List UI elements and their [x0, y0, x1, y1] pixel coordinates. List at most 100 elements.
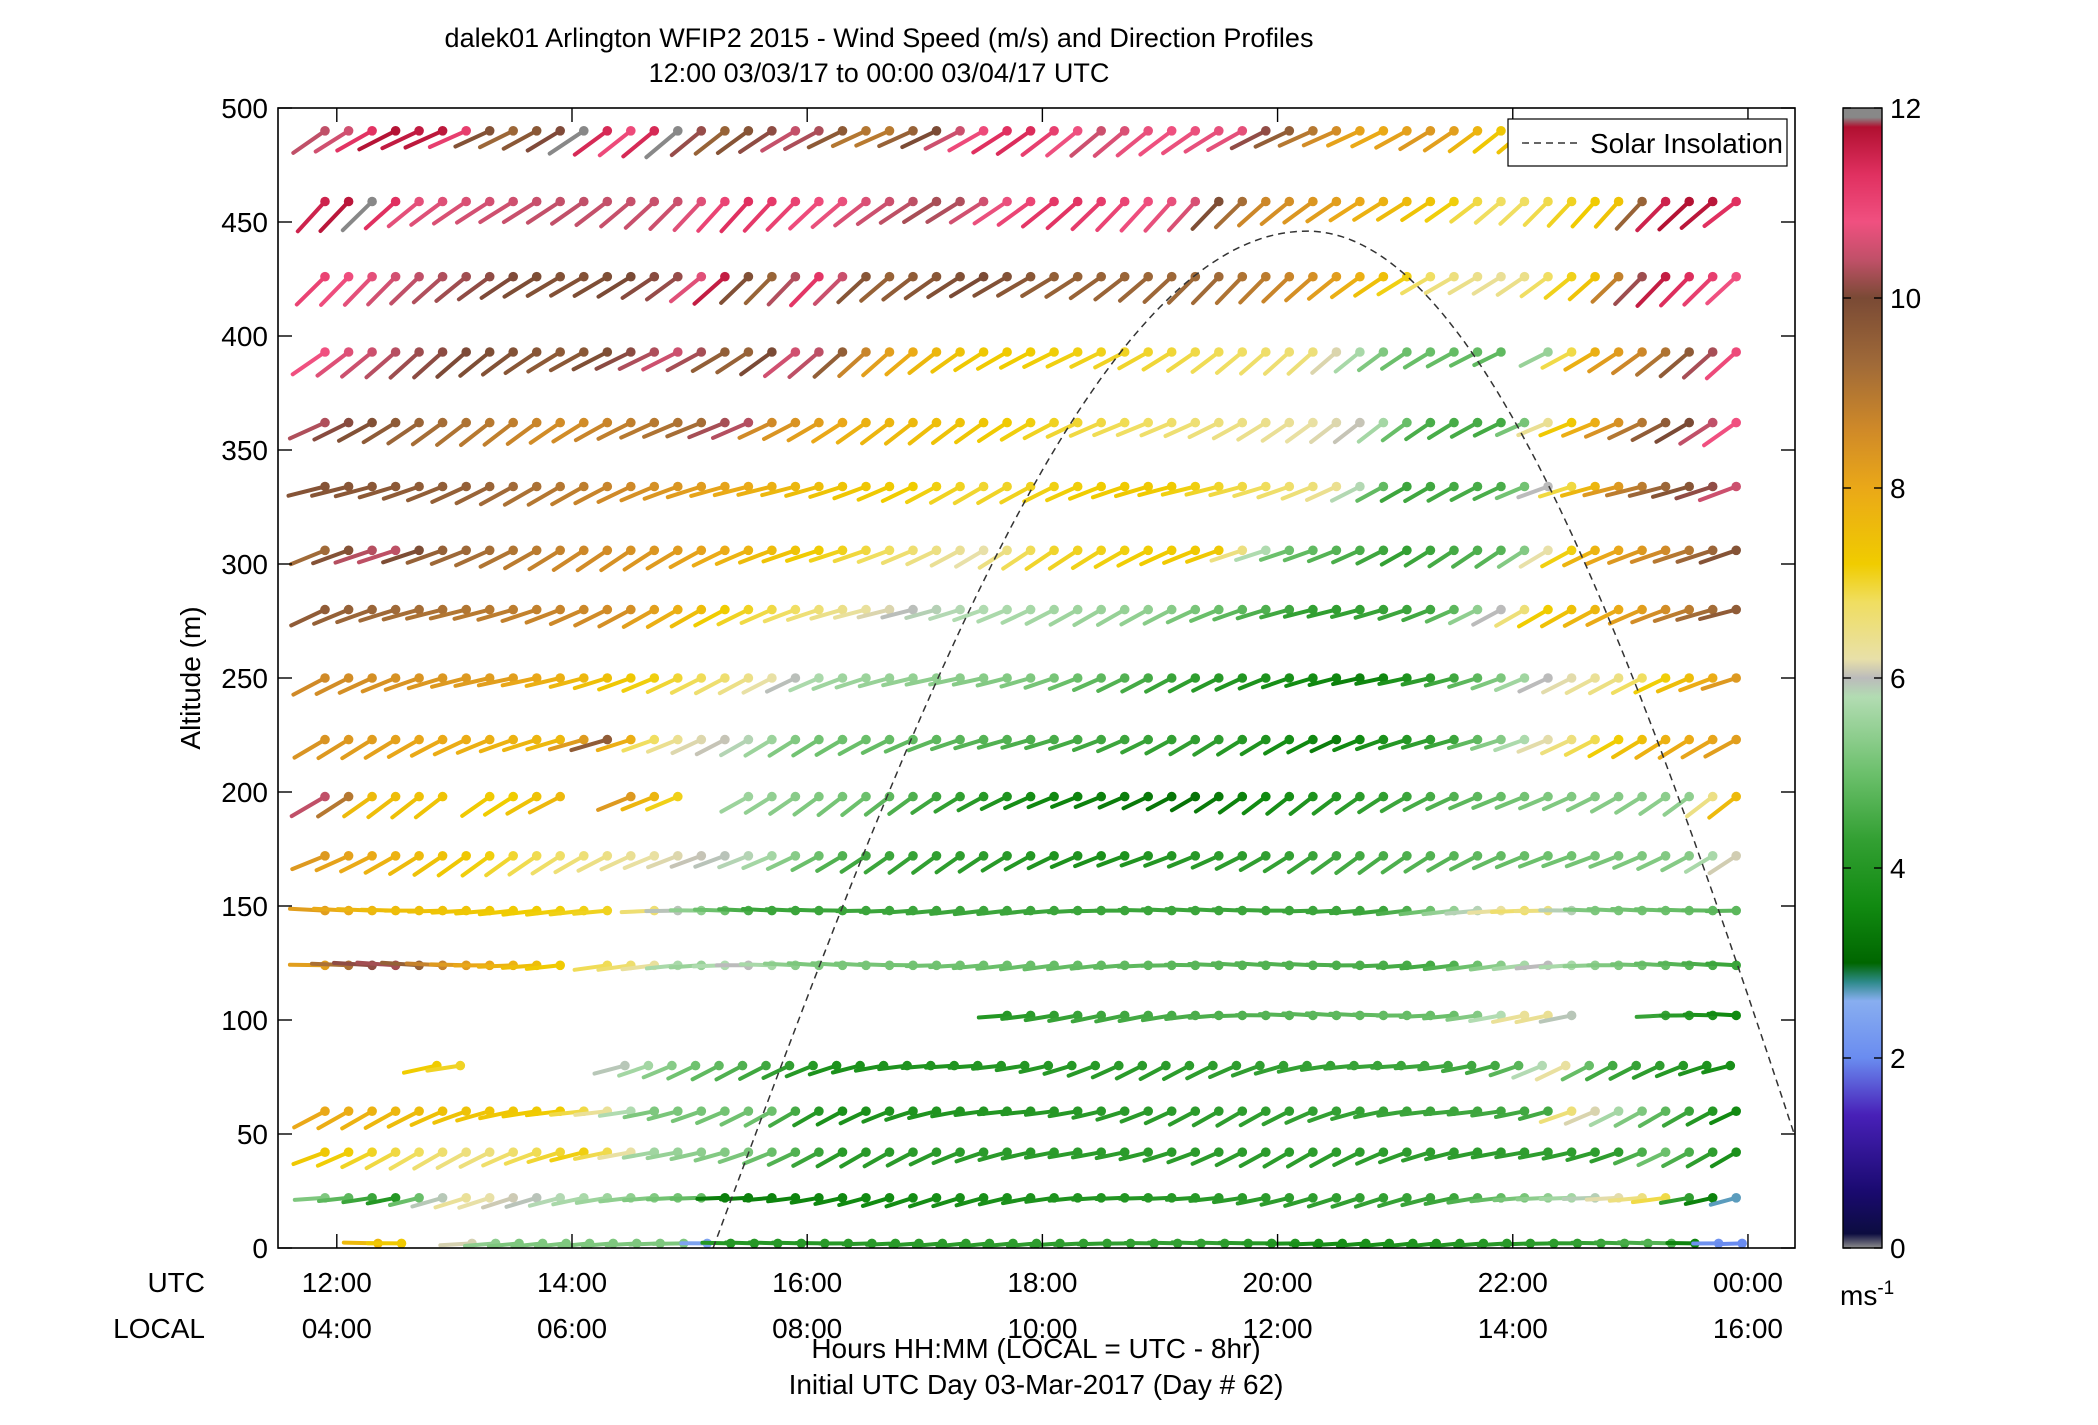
wind-barb-head — [1613, 1106, 1624, 1116]
wind-barb-head — [1119, 481, 1130, 492]
wind-barb — [458, 350, 492, 378]
wind-barb — [1674, 484, 1715, 501]
solar-insolation-line — [712, 230, 1796, 1249]
wind-barb-head — [1166, 196, 1177, 207]
wind-barb-head — [1425, 347, 1436, 357]
wind-barb — [1261, 274, 1292, 304]
wind-barb — [1417, 1063, 1451, 1072]
wind-barb-head — [649, 481, 660, 492]
wind-barb — [767, 737, 798, 758]
wind-barb-head — [1072, 126, 1083, 136]
wind-barb — [425, 1063, 463, 1073]
wind-barb-head — [649, 545, 660, 556]
wind-barb-head — [767, 545, 777, 556]
x-axis-label-day: Initial UTC Day 03-Mar-2017 (Day # 62) — [789, 1369, 1284, 1400]
wind-barb-head — [1707, 1147, 1718, 1157]
x-tick-label-utc: 20:00 — [1243, 1267, 1313, 1298]
wind-barb-head — [1402, 1193, 1412, 1203]
colorbar-tick-label: 4 — [1890, 853, 1906, 884]
wind-barb — [738, 1063, 768, 1081]
wind-barb — [1494, 794, 1527, 810]
wind-barb — [597, 676, 633, 692]
wind-barb-head — [1613, 604, 1624, 615]
wind-barb — [669, 853, 704, 869]
wind-barb — [1588, 1109, 1621, 1128]
wind-barb — [434, 274, 469, 303]
wind-barb-head — [390, 545, 401, 556]
wind-barb — [1307, 274, 1339, 301]
wind-barb — [430, 908, 469, 915]
wind-barb — [1630, 1195, 1668, 1205]
wind-barb — [693, 853, 727, 869]
wind-barb — [646, 737, 680, 754]
wind-barb — [317, 1195, 351, 1203]
wind-barb — [1379, 548, 1409, 567]
wind-barb — [1425, 794, 1456, 811]
wind-barb-head — [696, 347, 707, 357]
wind-barb-head — [1190, 481, 1201, 492]
wind-barb — [1284, 1109, 1315, 1125]
wind-barb-head — [1049, 545, 1059, 556]
wind-barb — [1072, 737, 1104, 752]
wind-barb-head — [1731, 905, 1741, 916]
wind-barb — [1698, 548, 1739, 565]
wind-barb-head — [1025, 417, 1036, 428]
wind-barb-head — [1725, 1060, 1736, 1071]
wind-barb-head — [437, 481, 448, 492]
wind-barb-head — [1261, 347, 1271, 357]
wind-barb-head — [343, 851, 354, 861]
wind-barb-head — [508, 604, 518, 615]
wind-barb-head — [790, 734, 801, 745]
wind-barb — [645, 1150, 680, 1161]
wind-barb-head — [390, 271, 401, 282]
wind-barb-head — [1707, 545, 1718, 556]
wind-barb — [971, 128, 1010, 155]
wind-barb-head — [1731, 1193, 1741, 1203]
wind-barb-head — [1331, 126, 1342, 136]
wind-barb-head — [579, 851, 589, 861]
wind-barb — [1370, 1063, 1404, 1070]
wind-barb-head — [673, 1147, 683, 1157]
wind-barb-head — [837, 604, 848, 615]
wind-barb — [1560, 1063, 1592, 1082]
wind-barb — [1332, 420, 1362, 445]
wind-barb — [765, 853, 798, 871]
wind-barb — [1045, 350, 1080, 369]
wind-barb-head — [1261, 1147, 1271, 1157]
wind-barb — [905, 548, 939, 567]
wind-barb-head — [1590, 347, 1600, 357]
wind-barb — [1045, 199, 1080, 230]
wind-barb — [907, 350, 939, 375]
wind-barb-head — [1190, 791, 1201, 802]
wind-barb-head — [390, 604, 401, 615]
wind-barb-head — [1261, 196, 1271, 207]
wind-barb-head — [1308, 545, 1318, 556]
wind-barb-head — [720, 196, 730, 207]
wind-barb-head — [1190, 673, 1201, 683]
wind-barb-head — [649, 851, 660, 861]
wind-barb-head — [367, 196, 377, 207]
wind-barb-head — [437, 347, 448, 357]
wind-barb — [1398, 128, 1433, 152]
wind-barb-head — [461, 347, 472, 357]
wind-barb-head — [602, 734, 613, 745]
wind-barb-head — [767, 196, 777, 207]
wind-barb-head — [343, 604, 354, 615]
wind-barb — [430, 484, 469, 504]
wind-barb-head — [531, 791, 542, 802]
wind-barb-head — [696, 604, 707, 615]
wind-barb-head — [1660, 417, 1671, 428]
wind-barb — [1185, 548, 1221, 564]
wind-barb-head — [1543, 417, 1553, 428]
wind-barb-head — [908, 791, 918, 802]
wind-barb — [765, 199, 798, 232]
wind-barb — [766, 1150, 798, 1167]
wind-barb — [1494, 484, 1527, 501]
wind-barb — [364, 1150, 398, 1171]
wind-barb — [714, 1063, 745, 1082]
wind-barb — [1427, 420, 1456, 440]
wind-barb — [1652, 607, 1692, 623]
wind-barb — [1584, 420, 1621, 439]
wind-barb-head — [767, 271, 777, 282]
wind-barb-head — [1284, 791, 1295, 802]
